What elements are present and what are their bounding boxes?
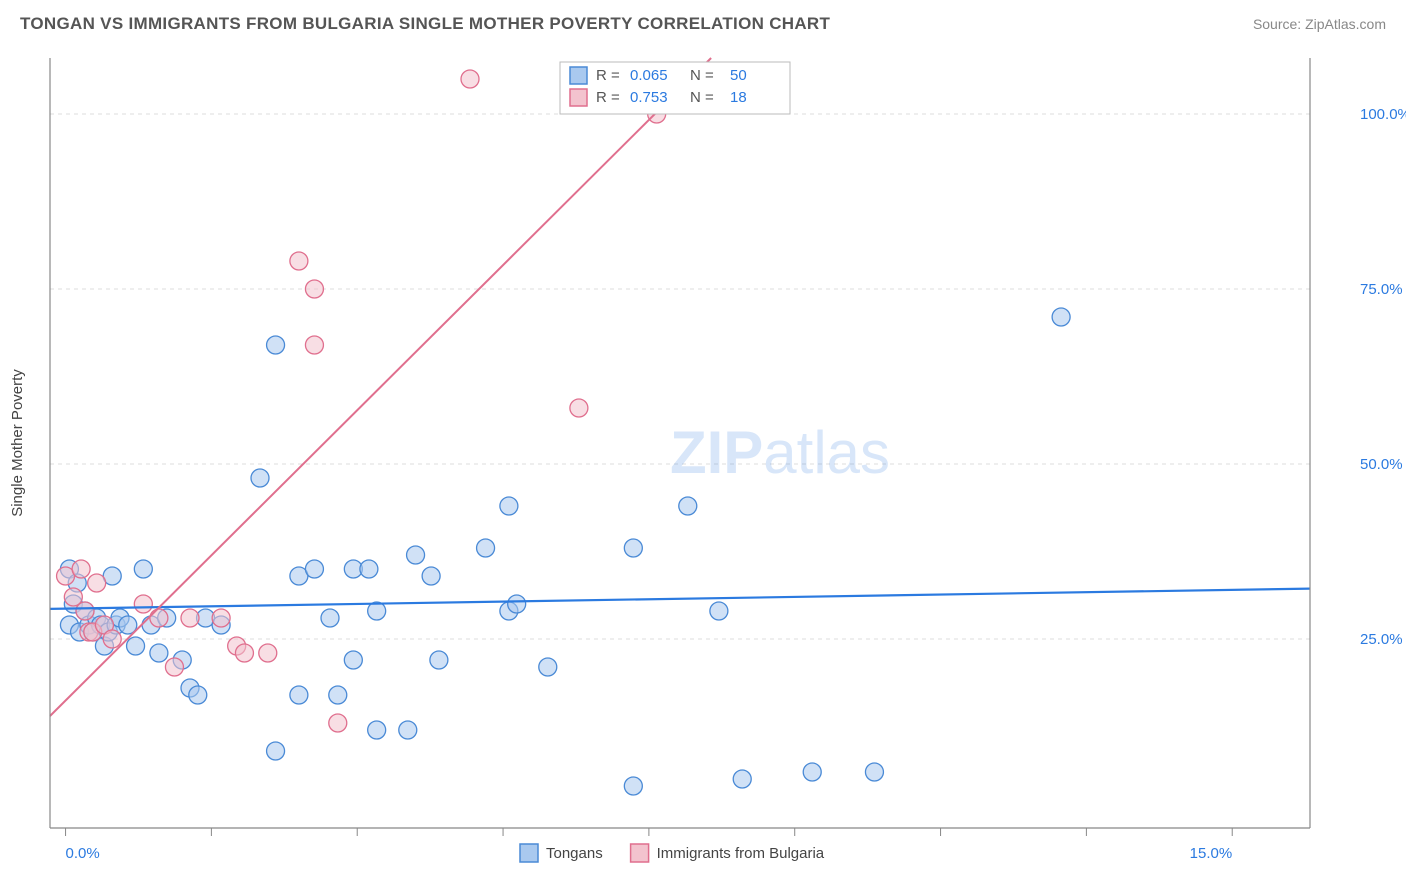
data-point: [134, 595, 152, 613]
legend-swatch: [520, 844, 538, 862]
data-point: [803, 763, 821, 781]
scatter-chart: ZIPatlas 0.0% 15.0% 25.0% 50.0% 75.0% 100.0% Si…: [0, 48, 1406, 892]
data-point: [88, 574, 106, 592]
data-point: [150, 644, 168, 662]
stats-n-label: N =: [690, 89, 714, 106]
data-point: [329, 686, 347, 704]
data-point: [267, 742, 285, 760]
data-point: [189, 686, 207, 704]
y-tick-label: 50.0%: [1360, 456, 1403, 473]
y-tick-label: 75.0%: [1360, 281, 1403, 298]
data-point: [624, 777, 642, 795]
data-point: [710, 602, 728, 620]
stats-n-value: 50: [730, 67, 747, 84]
source-name: ZipAtlas.com: [1305, 16, 1386, 32]
watermark: ZIPatlas: [670, 419, 890, 486]
stats-r-value: 0.065: [630, 67, 668, 84]
stats-r-label: R =: [596, 89, 620, 106]
x-tick-label: 15.0%: [1190, 845, 1233, 862]
data-point: [329, 714, 347, 732]
chart-area: ZIPatlas 0.0% 15.0% 25.0% 50.0% 75.0% 100.0% Si…: [0, 48, 1406, 892]
data-point: [679, 497, 697, 515]
data-point: [72, 560, 90, 578]
data-point: [624, 539, 642, 557]
data-point: [344, 651, 362, 669]
data-point: [127, 637, 145, 655]
data-point: [235, 644, 253, 662]
chart-title: TONGAN VS IMMIGRANTS FROM BULGARIA SINGL…: [20, 14, 830, 34]
data-point: [305, 280, 323, 298]
data-point: [212, 609, 230, 627]
data-point: [76, 602, 94, 620]
data-point: [407, 546, 425, 564]
data-point: [733, 770, 751, 788]
data-point: [267, 336, 285, 354]
data-point: [461, 70, 479, 88]
data-point: [305, 560, 323, 578]
data-point: [1052, 308, 1070, 326]
stats-swatch: [570, 67, 587, 84]
chart-header: TONGAN VS IMMIGRANTS FROM BULGARIA SINGL…: [0, 0, 1406, 48]
y-tick-label: 100.0%: [1360, 106, 1406, 123]
trend-line: [50, 589, 1310, 609]
data-point: [251, 469, 269, 487]
data-point: [290, 686, 308, 704]
data-point: [290, 252, 308, 270]
data-point: [430, 651, 448, 669]
legend-label: Tongans: [546, 845, 603, 862]
legend-label: Immigrants from Bulgaria: [657, 845, 825, 862]
data-point: [103, 630, 121, 648]
data-point: [181, 609, 199, 627]
x-tick-label: 0.0%: [66, 845, 100, 862]
data-point: [422, 567, 440, 585]
data-point: [570, 399, 588, 417]
data-point: [259, 644, 277, 662]
data-point: [508, 595, 526, 613]
stats-r-label: R =: [596, 67, 620, 84]
source-label: Source: ZipAtlas.com: [1253, 16, 1386, 32]
data-point: [500, 497, 518, 515]
stats-box: [560, 62, 790, 114]
data-point: [134, 560, 152, 578]
data-point: [477, 539, 495, 557]
data-point: [368, 721, 386, 739]
data-point: [399, 721, 417, 739]
data-point: [865, 763, 883, 781]
stats-n-label: N =: [690, 67, 714, 84]
data-point: [150, 609, 168, 627]
data-point: [305, 336, 323, 354]
data-point: [321, 609, 339, 627]
data-point: [165, 658, 183, 676]
stats-r-value: 0.753: [630, 89, 668, 106]
data-point: [360, 560, 378, 578]
data-point: [539, 658, 557, 676]
legend-swatch: [631, 844, 649, 862]
source-prefix: Source:: [1253, 16, 1305, 32]
y-tick-label: 25.0%: [1360, 631, 1403, 648]
stats-n-value: 18: [730, 89, 747, 106]
stats-swatch: [570, 89, 587, 106]
y-axis-title: Single Mother Poverty: [9, 369, 26, 517]
